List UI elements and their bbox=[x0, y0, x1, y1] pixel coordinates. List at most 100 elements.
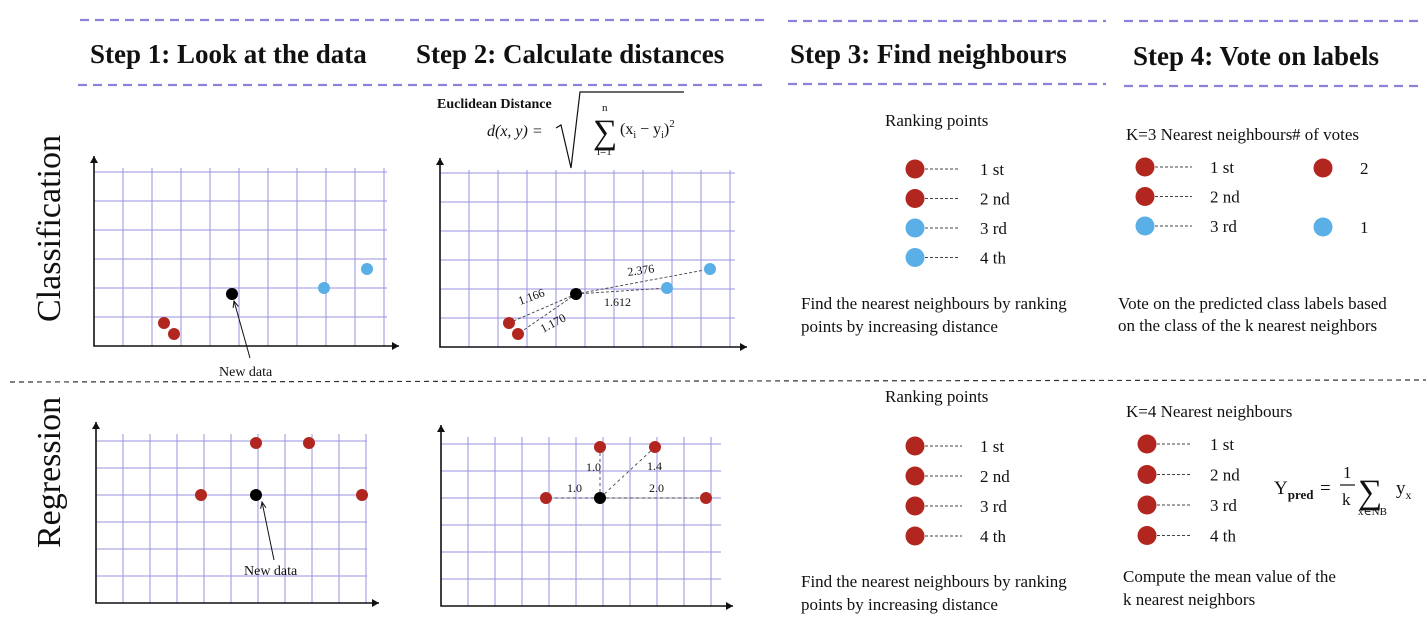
blue-point bbox=[318, 282, 330, 294]
rank-item: 3 rd bbox=[905, 218, 1007, 238]
distance-label: 1.0 bbox=[586, 460, 601, 474]
distance-label: 1.170 bbox=[538, 311, 568, 336]
step-1-title: Step 1: Look at the data bbox=[90, 39, 367, 69]
distance-line bbox=[508, 293, 577, 324]
red-point bbox=[168, 328, 180, 340]
rank-item: 4 th bbox=[905, 248, 1006, 268]
red-point bbox=[195, 489, 207, 501]
formula-upper: n bbox=[602, 102, 608, 114]
rank-item: 1 st bbox=[1137, 434, 1234, 454]
classification-data-plot: New data bbox=[90, 156, 399, 380]
r-step4-desc-line2: k nearest neighbors bbox=[1123, 590, 1255, 609]
y-axis-arrow bbox=[90, 156, 98, 163]
red-point bbox=[594, 441, 606, 453]
rank-dot bbox=[1137, 465, 1157, 484]
row-divider bbox=[9, 379, 1426, 383]
rank-item: 4 th bbox=[1137, 526, 1236, 546]
distance-line bbox=[599, 446, 656, 499]
rank-dot bbox=[905, 526, 925, 546]
rank-dot bbox=[1135, 157, 1155, 177]
distance-label: 1.612 bbox=[604, 295, 631, 309]
grid bbox=[441, 437, 721, 606]
ypred-formula: Ypred = 1 k ∑ x∈NB yx bbox=[1274, 463, 1412, 518]
red-point bbox=[158, 317, 170, 329]
rank-dot bbox=[905, 248, 925, 267]
formula-label: Euclidean Distance bbox=[437, 97, 552, 112]
red-point bbox=[540, 492, 552, 504]
rank-label: 2 nd bbox=[1210, 466, 1240, 485]
rank-dot bbox=[905, 466, 925, 486]
distance-line bbox=[575, 268, 711, 295]
rank-item: 4 th bbox=[905, 526, 1006, 546]
ypred-den: k bbox=[1342, 490, 1351, 509]
row-label-regression: Regression bbox=[31, 397, 68, 548]
formula-lower: i=1 bbox=[597, 146, 612, 158]
c-step4-desc-line2: on the class of the k nearest neighbors bbox=[1118, 316, 1377, 335]
rank-dot bbox=[1137, 495, 1157, 515]
blue-point bbox=[361, 263, 373, 275]
new-data-arrowhead bbox=[260, 500, 267, 509]
rank-item: 3 rd bbox=[905, 496, 1007, 516]
rank-label: 3 rd bbox=[980, 219, 1007, 238]
x-axis-arrow bbox=[726, 602, 733, 610]
rank-dot bbox=[905, 496, 925, 516]
new-data-arrow bbox=[233, 300, 251, 359]
y-axis-arrow bbox=[437, 425, 445, 432]
rank-label: 1 st bbox=[980, 437, 1004, 456]
red-point bbox=[303, 437, 315, 449]
euclidean-formula: Euclidean Distance d(x, y) = ∑ n i=1 (xi… bbox=[437, 91, 684, 169]
r-k-title: K=4 Nearest neighbours bbox=[1126, 402, 1292, 421]
header-top-rules bbox=[80, 18, 1418, 23]
new-data-point bbox=[570, 288, 582, 300]
blue-point bbox=[661, 282, 673, 294]
rank-label: 3 rd bbox=[1210, 217, 1237, 236]
distance-label: 2.0 bbox=[649, 481, 664, 495]
regression-data-plot: New data bbox=[92, 422, 379, 607]
rank-item: 2 nd bbox=[1135, 187, 1240, 207]
grid bbox=[440, 170, 735, 347]
distance-label: 1.4 bbox=[647, 459, 662, 473]
vote-item: 2 bbox=[1313, 158, 1369, 178]
c-k-neighbour-list: 1 st 2 nd 3 rd bbox=[1135, 157, 1240, 236]
distance-label: 1.0 bbox=[567, 481, 582, 495]
c-ranking-title: Ranking points bbox=[885, 111, 988, 130]
rank-label: 3 rd bbox=[1210, 496, 1237, 515]
vote-item: 1 bbox=[1313, 217, 1369, 237]
red-point bbox=[512, 328, 524, 340]
sqrt-sign bbox=[555, 91, 684, 169]
sigma-symbol: ∑ bbox=[593, 114, 617, 151]
vote-dot bbox=[1313, 158, 1333, 178]
vote-count: 1 bbox=[1360, 218, 1369, 237]
rank-item: 1 st bbox=[905, 436, 1004, 456]
rank-item: 3 rd bbox=[1135, 216, 1237, 236]
rank-item: 1 st bbox=[905, 159, 1004, 179]
new-data-arrow bbox=[261, 501, 275, 561]
formula-lhs: d(x, y) = bbox=[487, 123, 543, 140]
x-axis-arrow bbox=[392, 342, 399, 350]
c-step4-desc-line1: Vote on the predicted class labels based bbox=[1118, 294, 1387, 313]
rank-label: 2 nd bbox=[1210, 188, 1240, 207]
row-label-classification: Classification bbox=[31, 135, 68, 322]
rank-label: 4 th bbox=[980, 249, 1006, 268]
rank-item: 3 rd bbox=[1137, 495, 1237, 515]
red-point bbox=[700, 492, 712, 504]
new-data-label: New data bbox=[219, 365, 273, 380]
rank-dot bbox=[905, 436, 925, 456]
r-step4-desc-line1: Compute the mean value of the bbox=[1123, 567, 1336, 586]
c-step3-desc-line2: points by increasing distance bbox=[801, 317, 998, 336]
new-data-label: New data bbox=[244, 564, 298, 579]
blue-point bbox=[704, 263, 716, 275]
red-point bbox=[503, 317, 515, 329]
rank-label: 2 nd bbox=[980, 467, 1010, 486]
red-point bbox=[250, 437, 262, 449]
rank-item: 2 nd bbox=[905, 466, 1010, 486]
r-step3-desc-line2: points by increasing distance bbox=[801, 595, 998, 614]
ypred-eq: = bbox=[1320, 478, 1331, 499]
grid bbox=[96, 434, 367, 603]
c-votes-title: # of votes bbox=[1292, 125, 1359, 144]
rank-dot bbox=[1135, 187, 1155, 206]
vote-dot bbox=[1313, 217, 1333, 237]
axes bbox=[95, 422, 379, 604]
